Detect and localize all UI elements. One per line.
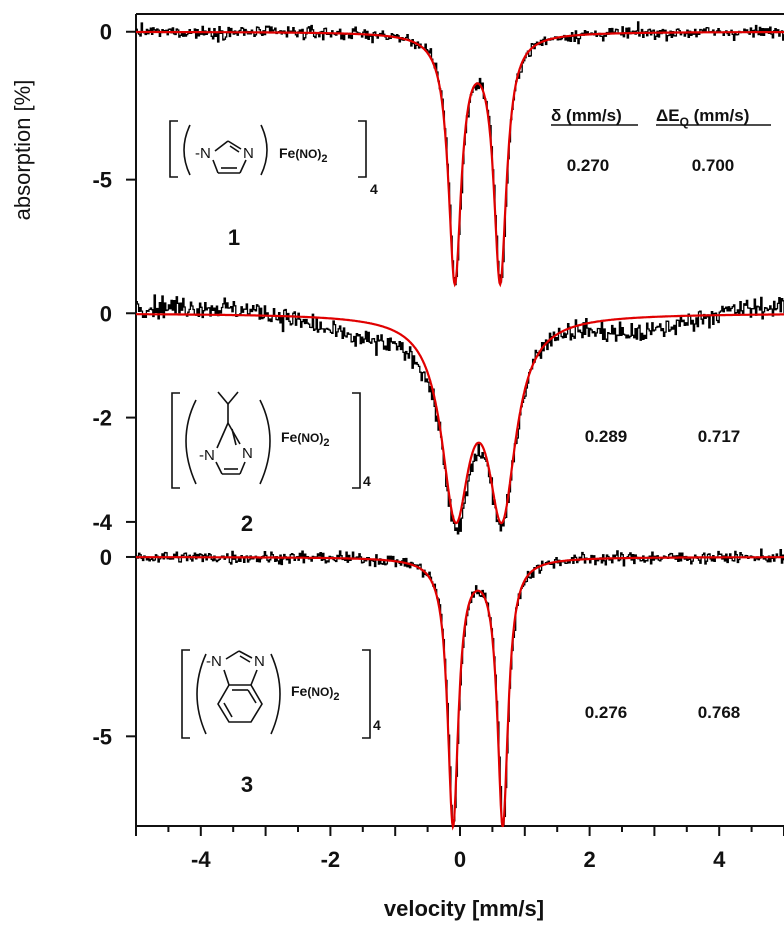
x-tick-label: -4 xyxy=(191,847,211,872)
bond-c2-n3 xyxy=(238,650,253,659)
bracket-subscript: 4 xyxy=(363,473,371,489)
bond-n3-c3a xyxy=(250,669,258,686)
bracket-subscript: 4 xyxy=(370,181,378,197)
bond-n1-c2 xyxy=(225,650,240,660)
outer-bracket-left xyxy=(169,120,178,178)
y-axis-label: absorption [%] xyxy=(10,80,35,221)
bond-c2-n3 xyxy=(227,422,241,445)
spectra-layer xyxy=(136,21,784,831)
column-headers: δ (mm/s) ΔEQ (mm/s) xyxy=(551,106,771,129)
structure-isopropylimidazolate: -N N Fe(NO)2 4 xyxy=(171,391,371,489)
paren-right xyxy=(270,653,281,735)
outer-bracket-right xyxy=(362,649,371,739)
benzene-double-2 xyxy=(247,689,257,704)
x-tick-label: 0 xyxy=(454,847,466,872)
paren-right xyxy=(260,124,268,176)
bond-n1-c2 xyxy=(214,140,229,152)
paren-left xyxy=(196,653,207,735)
outer-bracket-left xyxy=(181,649,190,739)
fit-curve-1 xyxy=(136,30,784,288)
x-tick-label: 4 xyxy=(713,847,726,872)
paren-left xyxy=(185,399,197,485)
iron-dinitrosyl: Fe(NO)2 xyxy=(279,145,327,165)
panel-1-quadrupole-splitting: 0.700 xyxy=(692,156,735,175)
panel-2-isomer-shift: 0.289 xyxy=(585,427,628,446)
benzene-ring xyxy=(217,684,263,723)
bond-c2-n3 xyxy=(227,140,242,150)
header-isomer-shift: δ (mm/s) xyxy=(551,106,622,125)
y-tick-label: -2 xyxy=(92,406,112,431)
experimental-spectrum-2 xyxy=(136,294,784,535)
compound-label-1: 1 xyxy=(228,225,240,250)
fit-curve-3 xyxy=(136,556,784,831)
x-axis-label: velocity [mm/s] xyxy=(384,896,544,921)
atom-n: N xyxy=(242,445,253,462)
structure-imidazolate: -N N Fe(NO)2 4 xyxy=(169,120,378,197)
x-tick-label: 2 xyxy=(583,847,595,872)
paren-left xyxy=(183,124,191,176)
fit-curve-2 xyxy=(136,313,784,525)
paren-right xyxy=(259,399,271,485)
x-tick-label: -2 xyxy=(321,847,341,872)
atom-n: N xyxy=(243,145,254,162)
bond-n3-c4 xyxy=(239,461,246,475)
panel-3-quadrupole-splitting: 0.768 xyxy=(698,703,741,722)
y-tick-label: -5 xyxy=(92,724,112,749)
header-deq-sub: Q xyxy=(680,115,689,129)
atom-n-minus: -N xyxy=(206,653,222,670)
y-tick-label: 0 xyxy=(100,20,112,45)
bond-isopropyl-b xyxy=(227,391,239,405)
compound-label-2: 2 xyxy=(241,511,253,536)
atom-n-minus: -N xyxy=(199,447,215,464)
bond-n1-c5 xyxy=(215,461,223,475)
iron-dinitrosyl: Fe(NO)2 xyxy=(291,683,339,703)
bracket-subscript: 4 xyxy=(373,717,381,733)
header-deq-main: ΔE xyxy=(656,106,680,125)
bond-isopropyl-a xyxy=(217,391,229,405)
y-tick-label: 0 xyxy=(100,545,112,570)
bond-n1-c5 xyxy=(212,159,219,174)
bond-n3-c4 xyxy=(239,159,247,174)
outer-bracket-left xyxy=(171,392,180,489)
atom-n-minus: -N xyxy=(195,145,211,162)
panel-1-isomer-shift: 0.270 xyxy=(567,156,610,175)
y-tick-label: 0 xyxy=(100,301,112,326)
y-tick-label: -4 xyxy=(92,510,112,535)
atom-n: N xyxy=(254,653,265,670)
y-tick-label: -5 xyxy=(92,168,112,193)
y-axis-ticks: 0 -5 0 -2 -4 0 -5 xyxy=(92,20,136,749)
panel-3-isomer-shift: 0.276 xyxy=(585,703,628,722)
x-axis-ticks: -4 -2 0 2 4 xyxy=(135,826,784,872)
compound-label-3: 3 xyxy=(241,772,253,797)
bond-c2-n3-double xyxy=(231,428,237,446)
structure-benzimidazolate: -N N Fe(NO)2 4 xyxy=(181,649,381,739)
outer-bracket-right xyxy=(358,120,367,178)
bond-c2-n3-double xyxy=(239,655,251,663)
bond-n1-c7a xyxy=(223,669,230,686)
panel-2-quadrupole-splitting: 0.717 xyxy=(698,427,741,446)
header-deq-unit: (mm/s) xyxy=(689,106,749,125)
iron-dinitrosyl: Fe(NO)2 xyxy=(281,429,329,449)
outer-bracket-right xyxy=(352,392,361,489)
bond-c2-n3-double xyxy=(229,145,240,153)
bond-n1-c2 xyxy=(216,422,229,449)
benzene-double-1 xyxy=(223,702,233,718)
header-quadrupole-splitting: ΔEQ (mm/s) xyxy=(656,106,749,129)
